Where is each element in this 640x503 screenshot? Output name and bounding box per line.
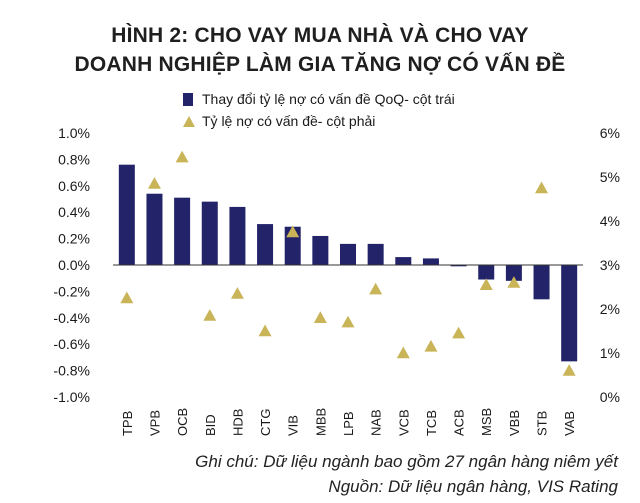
marker-msb (479, 278, 493, 290)
chart-title-line-1: HÌNH 2: CHO VAY MUA NHÀ VÀ CHO VAY (111, 24, 529, 47)
x-axis-tick-label: VAB (562, 411, 577, 436)
left-axis-tick-label: -0.2% (53, 283, 90, 299)
legend-bar-label: Thay đổi tỷ lệ nợ có vấn đề QoQ- cột trá… (202, 91, 455, 107)
x-axis-tick-label: MBB (313, 408, 328, 436)
marker-ocb (175, 150, 189, 163)
marker-acb (452, 326, 466, 339)
bar-stb (533, 265, 550, 300)
marker-vcb (396, 346, 410, 359)
left-axis-tick-label: -0.8% (53, 363, 90, 379)
left-axis-tick-label: 0.0% (58, 257, 90, 273)
left-axis-tick-label: 0.4% (58, 204, 90, 220)
legend-marker-label: Tỷ lệ nợ có vấn đề- cột phải (202, 113, 376, 129)
marker-vbb (507, 276, 521, 288)
right-axis-tick-label: 0% (600, 389, 620, 405)
x-axis-tick-label: BID (203, 414, 218, 436)
marker-vpb (147, 177, 161, 189)
x-axis-tick-label: TCB (424, 410, 439, 436)
x-axis-tick-label: VIB (286, 415, 301, 436)
marker-vab (562, 364, 576, 376)
chart-title-line-2: DOANH NGHIỆP LÀM GIA TĂNG NỢ CÓ VẤN ĐỀ (74, 53, 566, 76)
x-axis-tick-label: LPB (341, 411, 356, 436)
marker-mbb (313, 311, 327, 323)
bar-mbb (312, 235, 329, 265)
x-axis-tick-label: TPB (120, 411, 135, 436)
marker-stb (535, 181, 549, 194)
right-axis-tick-label: 5% (600, 169, 620, 185)
bar-lpb (340, 243, 356, 265)
right-axis-tick-label: 6% (600, 125, 620, 141)
chart-source: Nguồn: Dữ liệu ngân hàng, VIS Rating (328, 477, 618, 496)
bar-vcb (395, 257, 412, 265)
bar-tpb (118, 164, 135, 265)
left-axis-tick-label: -0.6% (53, 336, 90, 352)
bar-msb (478, 265, 495, 280)
left-axis-tick-label: 0.2% (58, 231, 90, 247)
right-axis-tick-label: 2% (600, 301, 620, 317)
left-axis-tick-label: 0.8% (58, 151, 90, 167)
bar-vpb (146, 193, 163, 265)
legend-item-markers: Tỷ lệ nợ có vấn đề- cột phải (183, 113, 375, 129)
left-axis-tick-label: -0.4% (53, 310, 90, 326)
marker-ctg (258, 324, 272, 337)
bar-ctg (257, 224, 274, 265)
marker-vib (286, 225, 300, 238)
bar-vab (561, 265, 578, 362)
marker-tpb (120, 291, 134, 304)
x-axis-tick-label: CTG (258, 409, 273, 436)
bar-bid (201, 201, 218, 265)
left-axis-tick-label: 1.0% (58, 125, 90, 141)
marker-bid (203, 309, 217, 321)
left-axis-tick-label: 0.6% (58, 178, 90, 194)
x-axis-tick-label: MSB (479, 408, 494, 436)
x-axis-tick-label: VBB (507, 410, 522, 436)
x-axis-tick-label: ACB (452, 409, 467, 436)
chart-note: Ghi chú: Dữ liệu ngành bao gồm 27 ngân h… (195, 452, 618, 471)
x-axis-tick-label: OCB (175, 408, 190, 436)
legend-triangle-swatch (183, 115, 195, 127)
bar-tcb (422, 258, 439, 265)
bar-acb (450, 265, 467, 267)
bar-nab (367, 243, 384, 265)
legend-bar-swatch (183, 92, 193, 106)
right-axis-tick-label: 4% (600, 213, 620, 229)
bar-ocb (174, 197, 191, 265)
x-axis-tick-label: VPB (147, 410, 162, 436)
legend-item-bars: Thay đổi tỷ lệ nợ có vấn đề QoQ- cột trá… (183, 91, 455, 107)
bar-hdb (229, 206, 246, 265)
marker-hdb (230, 287, 244, 299)
x-axis-tick-label: HDB (230, 409, 245, 436)
left-axis-tick-label: -1.0% (53, 389, 90, 405)
marker-nab (369, 282, 383, 295)
right-axis-tick-label: 1% (600, 345, 620, 361)
right-axis-tick-label: 3% (600, 257, 620, 273)
x-axis-tick-label: VCB (396, 409, 411, 436)
marker-tcb (424, 339, 438, 352)
x-axis-tick-label: NAB (369, 409, 384, 436)
marker-lpb (341, 315, 355, 328)
bar-vbb (505, 265, 522, 281)
x-axis-tick-label: STB (535, 411, 550, 436)
